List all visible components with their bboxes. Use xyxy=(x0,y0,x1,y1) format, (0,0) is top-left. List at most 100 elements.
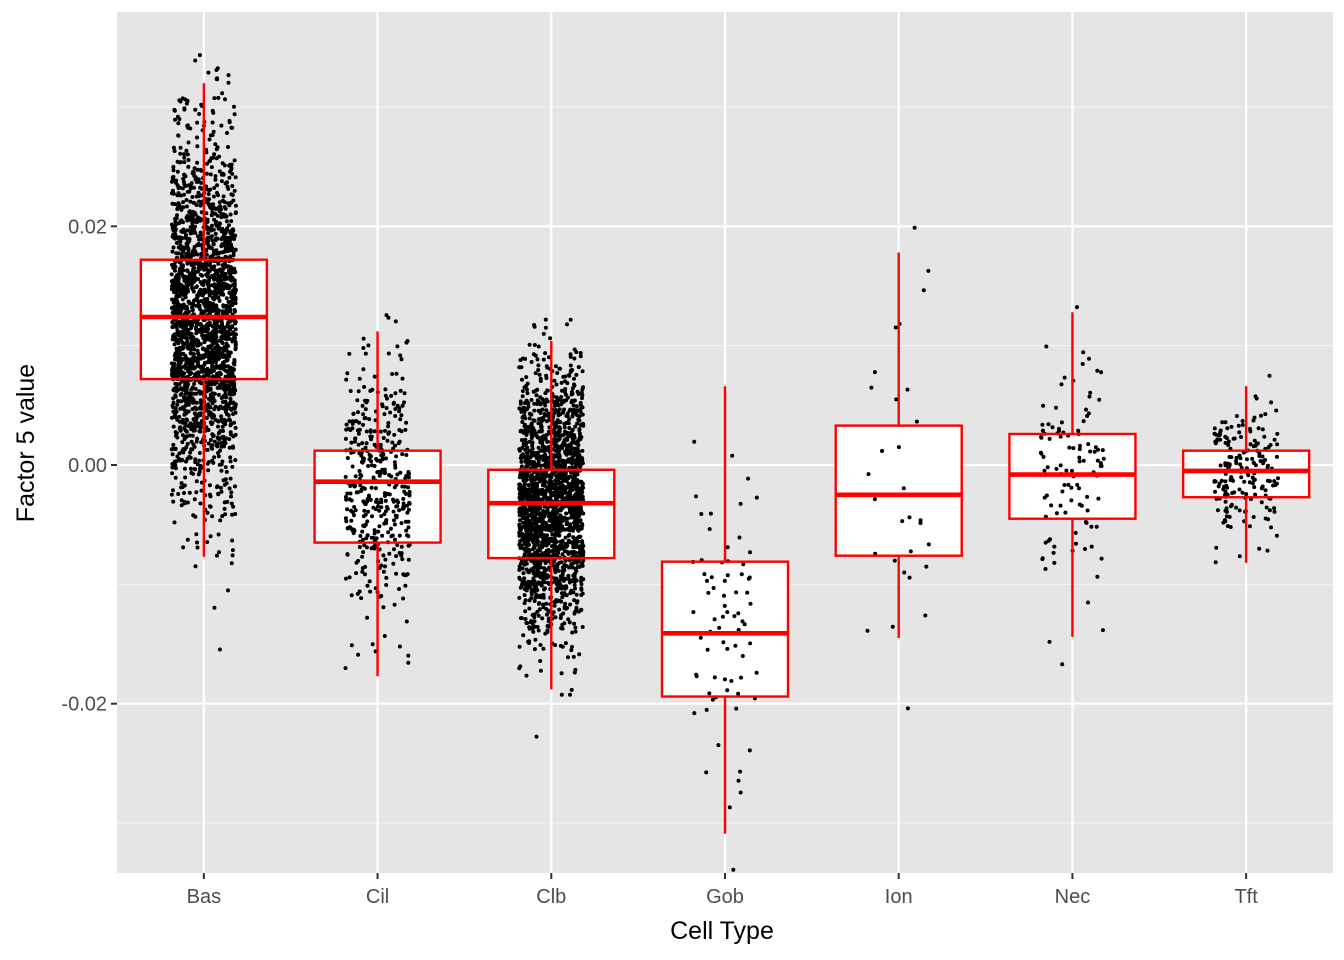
data-point xyxy=(363,351,368,356)
data-point xyxy=(518,358,523,362)
data-point xyxy=(559,543,564,548)
data-point xyxy=(517,492,522,496)
data-point xyxy=(551,515,556,520)
data-point xyxy=(1063,510,1068,515)
data-point xyxy=(232,188,237,193)
data-point xyxy=(562,606,567,611)
data-point xyxy=(540,616,545,621)
data-point xyxy=(573,571,577,576)
data-point xyxy=(189,361,194,366)
data-point xyxy=(186,369,191,374)
data-point xyxy=(233,425,238,430)
data-point xyxy=(535,450,540,455)
data-point xyxy=(563,490,568,495)
data-point xyxy=(183,475,188,480)
data-point xyxy=(170,368,174,372)
data-point xyxy=(520,394,525,399)
data-point xyxy=(200,364,205,369)
data-point xyxy=(185,268,190,273)
data-point xyxy=(181,545,186,550)
data-point xyxy=(179,229,184,234)
data-point xyxy=(352,484,357,489)
data-point xyxy=(1225,426,1230,431)
data-point xyxy=(532,475,537,480)
data-point xyxy=(173,117,177,122)
data-point xyxy=(532,525,537,530)
data-point xyxy=(228,302,233,307)
data-point xyxy=(175,273,179,278)
data-point xyxy=(371,505,376,510)
data-point xyxy=(551,551,556,556)
data-point xyxy=(699,512,704,516)
data-point xyxy=(229,242,234,247)
data-point xyxy=(1075,305,1079,310)
data-point xyxy=(563,641,568,646)
data-point xyxy=(575,494,580,499)
data-point xyxy=(375,458,380,463)
data-point xyxy=(522,472,527,477)
data-point xyxy=(199,200,204,205)
data-point xyxy=(575,489,580,494)
data-point xyxy=(217,169,222,174)
data-point xyxy=(182,483,187,488)
data-point xyxy=(739,572,744,577)
data-point xyxy=(361,367,366,372)
data-point xyxy=(209,165,214,170)
data-point xyxy=(537,601,542,606)
data-point xyxy=(182,371,187,376)
data-point xyxy=(374,497,379,502)
data-point xyxy=(343,474,348,479)
data-point xyxy=(536,542,540,547)
data-point xyxy=(229,192,234,197)
data-point xyxy=(221,327,226,332)
data-point xyxy=(171,442,176,447)
data-point xyxy=(1272,479,1277,484)
data-point xyxy=(173,466,178,471)
data-point xyxy=(372,464,377,468)
data-point xyxy=(1263,488,1268,493)
data-point xyxy=(567,492,572,497)
data-point xyxy=(185,261,190,266)
data-point xyxy=(395,498,400,503)
data-point xyxy=(553,408,558,412)
data-point xyxy=(343,436,348,441)
data-point xyxy=(173,394,178,399)
data-point xyxy=(208,158,213,163)
data-point xyxy=(518,527,523,532)
data-point xyxy=(545,575,549,580)
data-point xyxy=(403,484,407,489)
data-point xyxy=(186,289,190,294)
data-point xyxy=(562,399,567,404)
data-point xyxy=(399,429,404,434)
data-point xyxy=(171,409,176,414)
data-point xyxy=(534,571,539,576)
data-point xyxy=(529,360,534,364)
data-point xyxy=(567,417,572,422)
data-point xyxy=(551,490,556,495)
data-point xyxy=(170,201,175,206)
data-point xyxy=(869,385,874,390)
data-point xyxy=(170,471,175,476)
data-point xyxy=(215,183,219,188)
data-point xyxy=(230,296,235,300)
data-point xyxy=(541,357,546,362)
data-point xyxy=(378,429,383,434)
data-point xyxy=(1101,456,1106,461)
data-point xyxy=(343,666,348,671)
data-point xyxy=(176,307,181,312)
data-point xyxy=(191,320,195,325)
data-point xyxy=(554,473,559,478)
data-point xyxy=(569,648,574,653)
data-point xyxy=(220,418,225,423)
data-point xyxy=(1257,546,1262,551)
data-point xyxy=(559,380,564,385)
data-point xyxy=(171,400,176,405)
data-point xyxy=(351,531,356,536)
data-point xyxy=(186,346,191,351)
data-point xyxy=(528,455,533,460)
data-point xyxy=(169,492,174,497)
data-point xyxy=(517,644,522,649)
data-point xyxy=(355,591,360,596)
data-point xyxy=(557,429,562,434)
data-point xyxy=(563,429,567,434)
